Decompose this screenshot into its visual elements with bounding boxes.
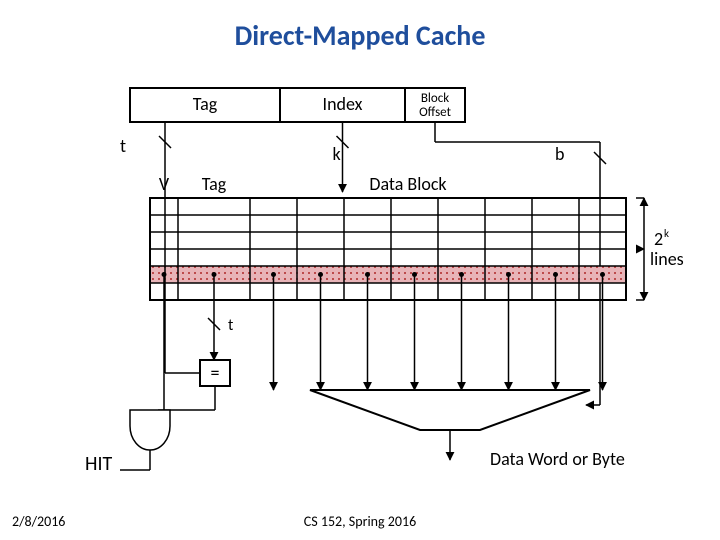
svg-text:Tag: Tag [202, 173, 227, 195]
svg-text:HIT: HIT [85, 452, 113, 476]
svg-text:lines: lines [650, 248, 684, 270]
footer-course: CS 152, Spring 2016 [0, 513, 720, 530]
svg-text:t: t [120, 135, 126, 157]
svg-text:t: t [228, 316, 234, 335]
diagram-svg: TagIndexBlockOffsettkbVTagData Block2kli… [0, 0, 720, 540]
svg-text:Block: Block [421, 91, 449, 106]
svg-text:=: = [211, 362, 220, 384]
svg-text:k: k [664, 227, 669, 240]
svg-text:Index: Index [323, 93, 363, 115]
svg-text:Offset: Offset [419, 105, 452, 120]
svg-text:k: k [333, 143, 341, 165]
svg-text:Data Word or Byte: Data Word or Byte [490, 448, 625, 470]
svg-text:b: b [555, 143, 564, 165]
svg-text:Data Block: Data Block [369, 173, 446, 195]
svg-text:2: 2 [654, 228, 663, 250]
svg-text:Tag: Tag [193, 93, 218, 115]
